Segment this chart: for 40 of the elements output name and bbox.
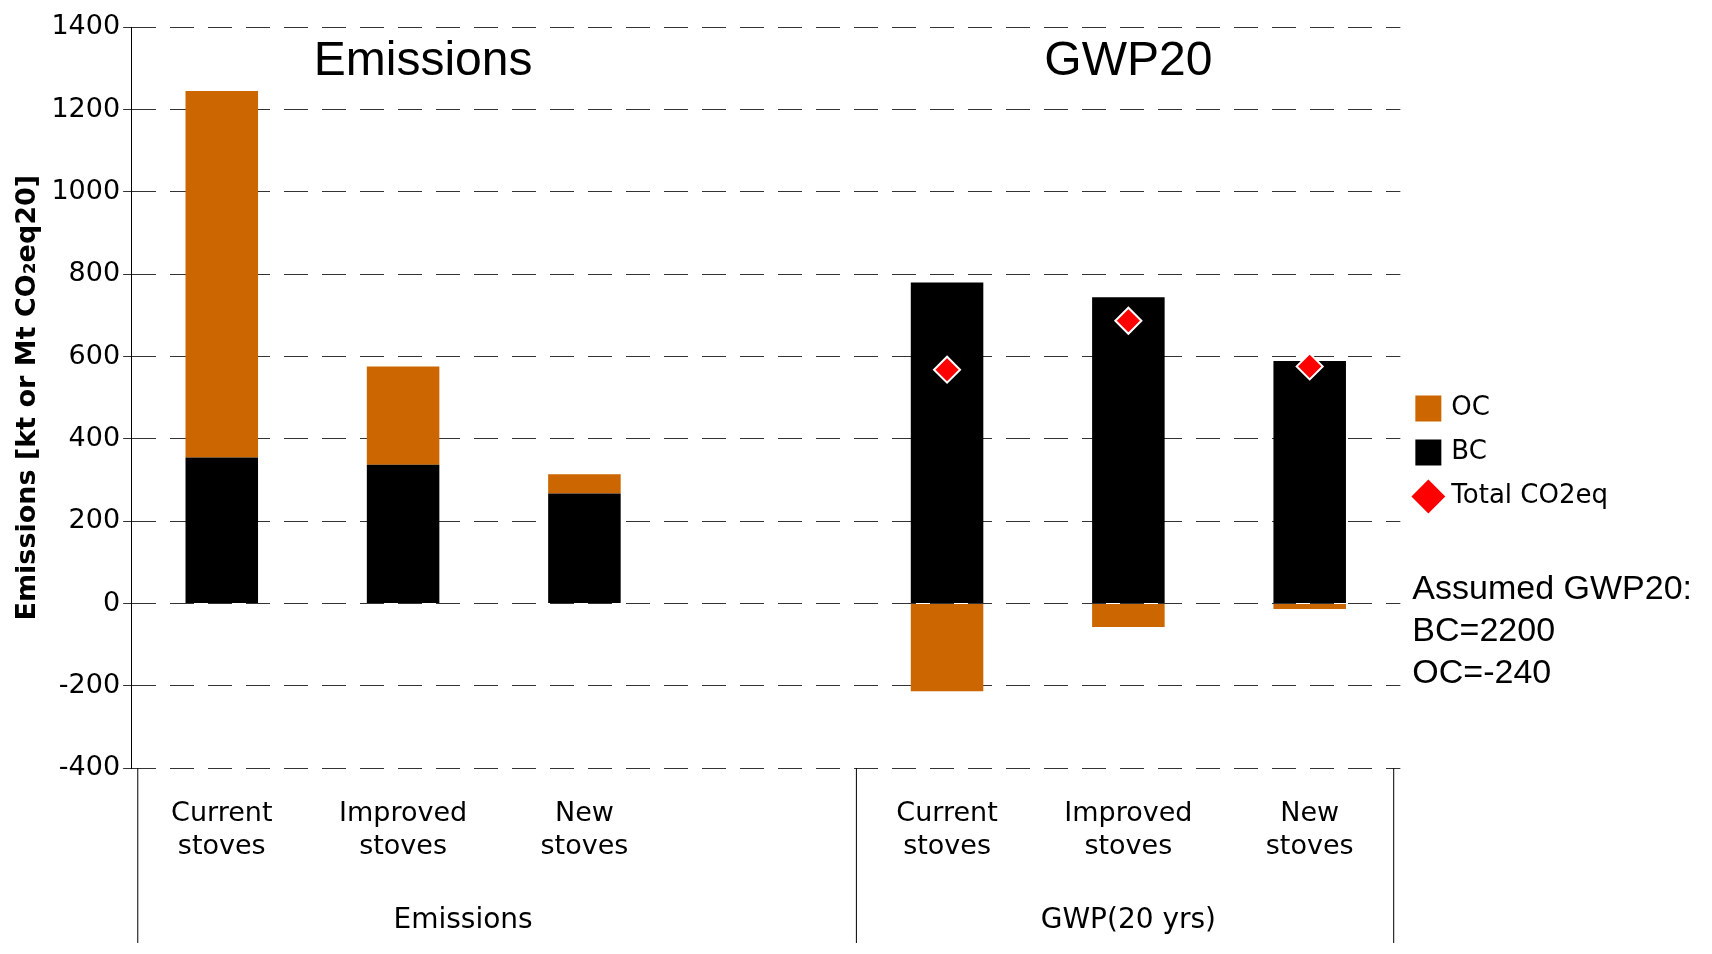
annotation: Emissions (313, 32, 533, 86)
y-tick-label: 0 (102, 585, 121, 617)
y-tick-label: 1000 (51, 173, 121, 205)
x-tick-label: Improved stoves (1064, 796, 1193, 860)
x-tick-label: New stoves (540, 796, 629, 860)
annotation: GWP20 (1044, 32, 1213, 86)
legend-label: BC (1451, 435, 1487, 466)
x-tick-label: New stoves (1265, 796, 1354, 860)
x-tick-label: Improved stoves (339, 796, 468, 860)
text: Emissions (393, 902, 533, 936)
legend-label: OC (1451, 391, 1490, 422)
x-tick-label: Current stoves (896, 796, 998, 860)
bar (366, 464, 440, 604)
x-tick-label: Current stoves (171, 796, 273, 860)
bar (185, 457, 259, 604)
bar (1092, 604, 1165, 627)
y-tick-label: 1400 (51, 9, 121, 41)
bar (185, 91, 259, 458)
y-tick-label: 1200 (51, 91, 121, 123)
y-axis-title: Emissions [kt or Mt CO₂eq20] (10, 174, 42, 621)
bar (1273, 604, 1346, 609)
bar (366, 366, 440, 465)
text: GWP(20 yrs) (1040, 902, 1217, 936)
y-tick-label: 600 (68, 338, 121, 370)
bar (548, 474, 621, 494)
point (933, 355, 962, 384)
point (1295, 352, 1324, 381)
y-tick-label: -400 (58, 750, 121, 782)
bar (548, 493, 621, 604)
point (1114, 306, 1143, 335)
y-tick-label: 400 (68, 420, 121, 452)
legend-label: Total CO2eq (1450, 479, 1609, 510)
bar (1273, 361, 1346, 604)
text: Assumed GWP20: BC=2200 OC=-240 (1412, 567, 1693, 690)
bar (910, 604, 984, 692)
y-tick-label: 800 (68, 256, 121, 288)
bar (910, 282, 984, 604)
y-tick-label: -200 (58, 667, 121, 699)
y-tick-label: 200 (68, 503, 121, 535)
bar (1092, 297, 1165, 604)
